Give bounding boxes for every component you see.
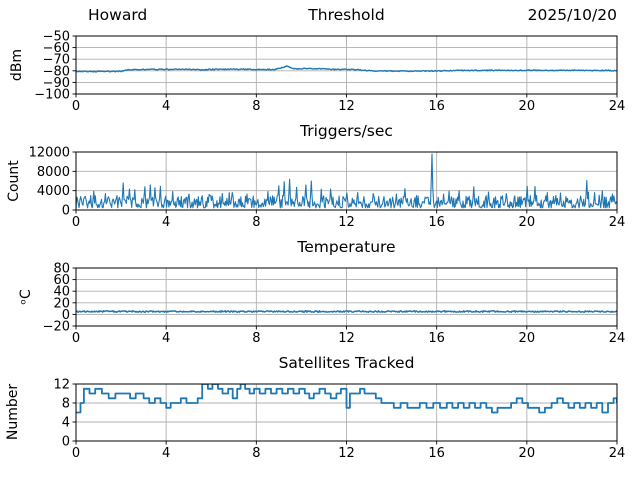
triggers-chart: 0 4 8 12 16 20 24 0 4000 8000 12000 Triggers/sec C… bbox=[0, 116, 640, 232]
tick-marks bbox=[72, 383, 618, 445]
tick-labels: 0 4 8 12 16 20 24 −100−90−80−70−60−50 bbox=[34, 30, 625, 115]
y-tick-label: −90 bbox=[43, 76, 70, 91]
chart-title: Triggers/sec bbox=[300, 122, 393, 140]
chart-title-left: Howard bbox=[88, 6, 148, 24]
y-tick-label: 20 bbox=[53, 296, 70, 311]
y-tick-label: 0 bbox=[62, 204, 70, 219]
y-tick-label: 0 bbox=[62, 308, 70, 323]
triggers-plot: 0 4 8 12 16 20 24 0 4000 8000 12000 bbox=[29, 146, 626, 231]
grid bbox=[75, 267, 618, 327]
x-tick-label: 12 bbox=[338, 99, 355, 114]
y-tick-label: 8 bbox=[62, 397, 70, 412]
triggers-per-sec-line bbox=[76, 153, 617, 209]
x-tick-label: 0 bbox=[72, 331, 80, 346]
y-tick-label: 80 bbox=[53, 262, 70, 277]
tick-marks bbox=[72, 267, 618, 330]
grid bbox=[75, 35, 618, 95]
y-tick-label: 4000 bbox=[37, 184, 70, 199]
y-axis-label-dbm: dBm bbox=[9, 48, 25, 82]
tick-marks bbox=[72, 35, 618, 98]
x-tick-label: 4 bbox=[162, 331, 170, 346]
x-tick-label: 12 bbox=[338, 446, 355, 461]
x-tick-label: 12 bbox=[338, 331, 355, 346]
y-tick-label: −80 bbox=[43, 64, 70, 79]
tick-marks bbox=[72, 151, 618, 214]
chart-title: Satellites Tracked bbox=[278, 354, 415, 372]
x-tick-label: 24 bbox=[609, 446, 626, 461]
threshold-chart: 0 4 8 12 16 20 24 −100 −90 −80 −70 −60 −50 Howard Th… bbox=[0, 0, 640, 116]
y-tick-label: −70 bbox=[43, 53, 70, 68]
satellites-tracked-line bbox=[76, 384, 617, 414]
y-axis-label-number: Number bbox=[5, 383, 21, 441]
y-tick-label: 12000 bbox=[29, 146, 70, 161]
y-tick-label: −50 bbox=[43, 30, 70, 45]
x-tick-label: 24 bbox=[609, 99, 626, 114]
x-tick-label: 4 bbox=[162, 99, 170, 114]
y-tick-label: 4 bbox=[62, 416, 70, 431]
x-tick-label: 20 bbox=[519, 331, 536, 346]
satellites-chart: 0 4 8 12 16 20 24 0 4 8 12 Satellites Tracked Numb… bbox=[0, 348, 640, 480]
x-tick-label: 0 bbox=[72, 99, 80, 114]
x-tick-label: 4 bbox=[162, 215, 170, 230]
y-tick-label: −100 bbox=[34, 88, 70, 103]
tick-labels: 0 4 8 12 16 20 24 0 4000 8000 12000 bbox=[29, 146, 626, 231]
y-tick-label: 40 bbox=[53, 285, 70, 300]
x-tick-label: 8 bbox=[252, 446, 260, 461]
temperature-chart: 0 4 8 12 16 20 24 −20 0 20 40 60 80 Temperature ᵒC bbox=[0, 232, 640, 348]
y-axis-label-count: Count bbox=[6, 160, 22, 202]
x-tick-label: 20 bbox=[519, 215, 536, 230]
x-tick-label: 4 bbox=[162, 446, 170, 461]
x-tick-label: 8 bbox=[252, 331, 260, 346]
chart-title: Threshold bbox=[308, 6, 385, 24]
y-tick-label: −20 bbox=[43, 320, 70, 335]
x-tick-label: 16 bbox=[428, 99, 445, 114]
x-tick-label: 24 bbox=[609, 331, 626, 346]
temperature-c-line bbox=[76, 310, 617, 313]
chart-title: Temperature bbox=[297, 238, 396, 256]
x-tick-label: 20 bbox=[519, 446, 536, 461]
y-tick-label: 60 bbox=[53, 273, 70, 288]
threshold-plot: 0 4 8 12 16 20 24 −100−90−80−70−60−50 bbox=[34, 30, 625, 115]
x-tick-label: 0 bbox=[72, 215, 80, 230]
x-tick-label: 20 bbox=[519, 99, 536, 114]
x-tick-label: 8 bbox=[252, 215, 260, 230]
x-tick-label: 8 bbox=[252, 99, 260, 114]
x-tick-label: 16 bbox=[428, 215, 445, 230]
threshold-dbm-line bbox=[76, 65, 617, 73]
x-tick-label: 0 bbox=[72, 446, 80, 461]
y-tick-label: 0 bbox=[62, 435, 70, 450]
x-tick-label: 16 bbox=[428, 331, 445, 346]
y-tick-label: 8000 bbox=[37, 165, 70, 180]
chart-title-right: 2025/10/20 bbox=[527, 6, 617, 24]
y-axis-label-degc: ᵒC bbox=[18, 289, 34, 305]
x-tick-label: 24 bbox=[609, 215, 626, 230]
x-tick-label: 12 bbox=[338, 215, 355, 230]
x-tick-label: 16 bbox=[428, 446, 445, 461]
y-tick-label: −60 bbox=[43, 41, 70, 56]
y-tick-label: 12 bbox=[53, 378, 70, 393]
